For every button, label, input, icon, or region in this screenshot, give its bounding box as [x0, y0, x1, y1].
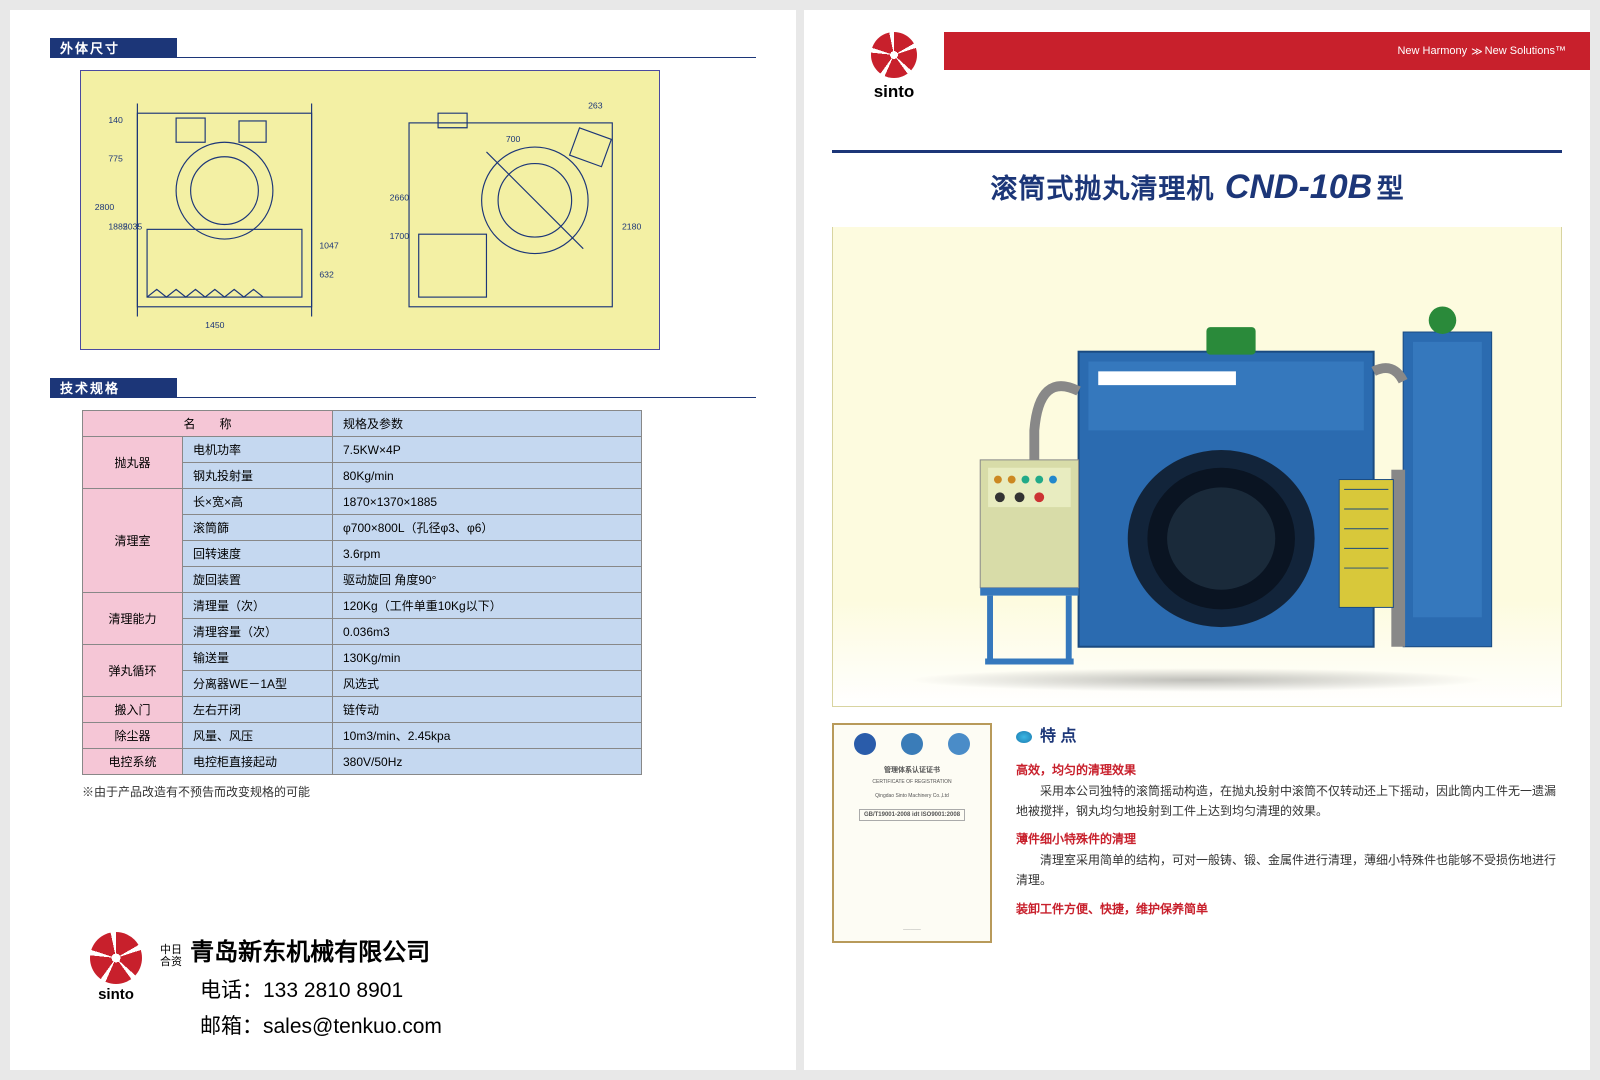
top-bar: sinto New Harmony ≫ New Solutions™ [804, 10, 1590, 120]
ribbon-right: New Solutions™ [1485, 45, 1566, 57]
svg-text:140: 140 [108, 115, 123, 125]
table-param-name: 清理量（次） [183, 593, 333, 619]
table-category: 抛丸器 [83, 437, 183, 489]
table-param-value: 120Kg（工件单重10Kg以下） [333, 593, 642, 619]
cert-title: 管理体系认证证书 [884, 765, 940, 775]
table-header-name: 名 称 [83, 411, 333, 437]
cert-badge-icon [854, 733, 876, 755]
table-category: 弹丸循环 [83, 645, 183, 697]
diagram-front: 140 775 1885 2035 2800 632 1047 1450 [89, 79, 360, 341]
machine-area [832, 227, 1562, 707]
brand-text: sinto [98, 986, 134, 1003]
table-param-name: 电控柜直接起动 [183, 749, 333, 775]
table-param-value: 3.6rpm [333, 541, 642, 567]
cert-badge-icon [948, 733, 970, 755]
floor-shadow [906, 668, 1488, 692]
table-param-value: 1870×1370×1885 [333, 489, 642, 515]
features: 特 点 高效，均匀的清理效果 采用本公司独特的滚筒摇动构造，在抛丸投射中滚筒不仅… [1016, 723, 1562, 943]
machine-illustration [869, 273, 1524, 686]
cert-badge-icon [901, 733, 923, 755]
diagram-box: 140 775 1885 2035 2800 632 1047 1450 [80, 70, 660, 350]
ribbon-left: New Harmony [1397, 45, 1467, 57]
svg-text:632: 632 [319, 270, 334, 280]
cert-sub: CERTIFICATE OF REGISTRATION [872, 779, 951, 785]
title-cn: 滚筒式抛丸清理机 [990, 174, 1214, 204]
svg-text:1047: 1047 [319, 241, 339, 251]
table-param-name: 滚筒篩 [183, 515, 333, 541]
table-param-value: φ700×800L（孔径φ3、φ6） [333, 515, 642, 541]
table-param-value: 10m3/min、2.45kpa [333, 723, 642, 749]
table-param-value: 0.036m3 [333, 619, 642, 645]
table-param-value: 链传动 [333, 697, 642, 723]
mail: 邮箱：sales@tenkuo.com [200, 1010, 442, 1040]
table-param-value: 380V/50Hz [333, 749, 642, 775]
table-param-value: 7.5KW×4P [333, 437, 642, 463]
table-param-name: 分离器WE－1A型 [183, 671, 333, 697]
svg-text:2800: 2800 [95, 202, 115, 212]
table-param-name: 回转速度 [183, 541, 333, 567]
footer: sinto 中日合资 青岛新东机械有限公司 电话：133 2810 8901 邮… [90, 932, 442, 1040]
table-param-name: 钢丸投射量 [183, 463, 333, 489]
logo-block: sinto [804, 10, 944, 102]
table-param-value: 80Kg/min [333, 463, 642, 489]
title-suffix: 型 [1377, 174, 1404, 204]
feature-h1: 高效，均匀的清理效果 [1016, 760, 1562, 780]
cert-org: Qingdao Sinto Machinery Co.,Ltd [875, 793, 949, 799]
title-model: CND-10B [1225, 168, 1372, 206]
svg-text:1700: 1700 [390, 231, 410, 241]
section-dimensions-title: 外体尺寸 [50, 38, 120, 57]
svg-text:775: 775 [108, 154, 123, 164]
section-dimensions-header: 外体尺寸 [50, 38, 756, 58]
spec-table: 名 称 规格及参数 抛丸器电机功率7.5KW×4P钢丸投射量80Kg/min 清理… [82, 410, 642, 775]
svg-text:2035: 2035 [123, 221, 143, 231]
feature-s1: 装卸工件方便、快捷，维护保养简单 [1016, 899, 1562, 919]
feature-h2: 薄件细小特殊件的清理 [1016, 829, 1562, 849]
table-category: 清理室 [83, 489, 183, 593]
swirl-icon [871, 32, 917, 78]
cert-std: GB/T19001-2008 idt ISO9001:2008 [859, 809, 965, 821]
company-name: 青岛新东机械有限公司 [190, 939, 430, 966]
table-param-value: 130Kg/min [333, 645, 642, 671]
title-band: 滚筒式抛丸清理机 CND-10B 型 [832, 150, 1562, 217]
table-param-name: 左右开闭 [183, 697, 333, 723]
certificate: 管理体系认证证书 CERTIFICATE OF REGISTRATION Qin… [832, 723, 992, 943]
feature-p1: 采用本公司独特的滚筒摇动构造，在抛丸投射中滚筒不仅转动还上下摇动，因此筒内工件无… [1016, 781, 1562, 822]
table-category: 搬入门 [83, 697, 183, 723]
feature-p2: 清理室采用简单的结构，可对一般铸、锻、金属件进行清理，薄细小特殊件也能够不受损伤… [1016, 850, 1562, 891]
table-category: 电控系统 [83, 749, 183, 775]
svg-text:2180: 2180 [622, 221, 642, 231]
table-param-value: 风选式 [333, 671, 642, 697]
table-param-name: 输送量 [183, 645, 333, 671]
table-category: 清理能力 [83, 593, 183, 645]
section-specs-title: 技术规格 [50, 378, 120, 397]
table-header-spec: 规格及参数 [333, 411, 642, 437]
svg-text:1450: 1450 [205, 320, 225, 330]
svg-text:2660: 2660 [390, 192, 410, 202]
bottom-area: 管理体系认证证书 CERTIFICATE OF REGISTRATION Qin… [832, 723, 1562, 943]
svg-text:263: 263 [588, 100, 603, 110]
table-param-name: 电机功率 [183, 437, 333, 463]
table-param-name: 旋回装置 [183, 567, 333, 593]
table-param-name: 清理容量（次） [183, 619, 333, 645]
diagram-side: 263 700 1700 2660 2180 [380, 79, 651, 341]
spec-note: ※由于产品改造有不预告而改变规格的可能 [82, 783, 756, 800]
section-specs-header: 技术规格 [50, 378, 756, 398]
tel: 电话：133 2810 8901 [200, 974, 442, 1004]
red-ribbon: New Harmony ≫ New Solutions™ [944, 32, 1590, 70]
sinto-logo: sinto [90, 932, 142, 1040]
jv-label: 中日合资 [160, 944, 182, 968]
table-param-value: 驱动旋回 角度90° [333, 567, 642, 593]
page-left: 外体尺寸 140 775 [10, 10, 796, 1070]
swirl-icon [90, 932, 142, 984]
svg-text:700: 700 [506, 134, 521, 144]
brand-text: sinto [874, 82, 915, 102]
company-info: 中日合资 青岛新东机械有限公司 电话：133 2810 8901 邮箱：sale… [160, 932, 442, 1040]
page-right: sinto New Harmony ≫ New Solutions™ 滚筒式抛丸… [804, 10, 1590, 1070]
table-category: 除尘器 [83, 723, 183, 749]
chevron-icon: ≫ [1471, 45, 1481, 58]
table-param-name: 风量、风压 [183, 723, 333, 749]
features-title: 特 点 [1016, 723, 1562, 750]
table-param-name: 长×宽×高 [183, 489, 333, 515]
